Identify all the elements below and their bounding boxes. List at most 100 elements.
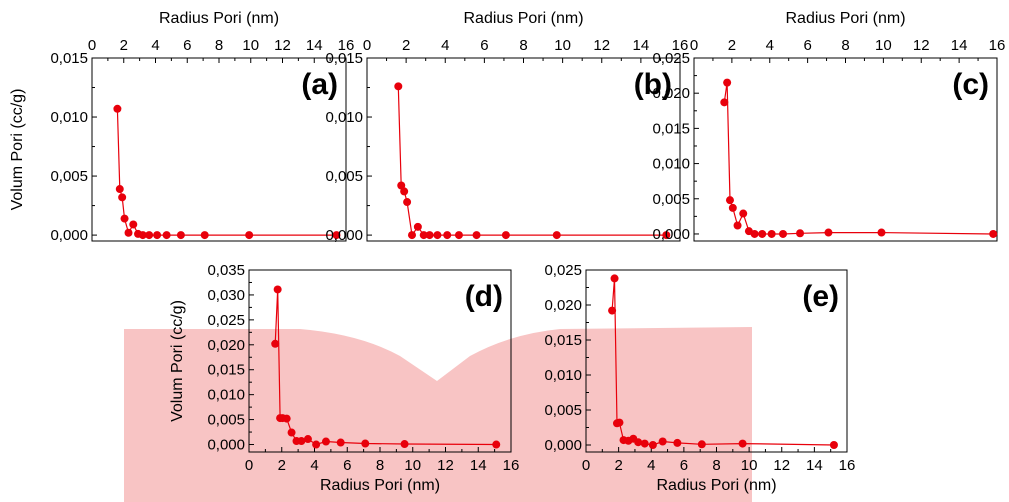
- data-point: [615, 418, 624, 427]
- x-tick-label: 12: [274, 37, 291, 54]
- data-point: [124, 228, 133, 237]
- data-point: [433, 231, 442, 240]
- y-tick-label: 0,010: [325, 109, 363, 126]
- y-tick-label: 0,020: [207, 337, 245, 354]
- y-tick-label: 0,005: [50, 168, 88, 185]
- x-tick-label: 4: [310, 457, 318, 474]
- series-line: [116, 108, 337, 236]
- data-point: [282, 414, 291, 423]
- data-point: [336, 438, 345, 447]
- x-tick-label: 16: [672, 37, 689, 54]
- data-point: [648, 441, 657, 449]
- x-tick-label: 6: [680, 457, 688, 474]
- x-tick-label: 2: [278, 457, 286, 474]
- x-tick-label: 0: [245, 457, 253, 474]
- data-point: [767, 229, 776, 238]
- data-point: [552, 231, 561, 240]
- data-point: [877, 228, 886, 237]
- data-point: [739, 209, 748, 218]
- data-point: [758, 229, 767, 238]
- x-axis-title: Radius Pori (nm): [463, 10, 583, 27]
- data-point: [118, 193, 127, 202]
- data-point: [723, 78, 732, 87]
- data-point: [720, 98, 729, 107]
- data-point: [472, 231, 481, 240]
- data-point: [162, 231, 171, 240]
- data-point: [245, 231, 254, 240]
- x-tick-label: 12: [593, 37, 610, 54]
- y-axis-title: Volum Pori (cc/g): [9, 89, 26, 211]
- data-point: [989, 229, 998, 238]
- x-tick-label: 10: [554, 37, 571, 54]
- y-tick-label: 0,005: [544, 402, 582, 419]
- x-tick-label: 16: [338, 37, 355, 54]
- data-point: [658, 437, 667, 446]
- data-point: [321, 437, 330, 446]
- y-tick-label: 0,010: [652, 156, 690, 173]
- data-point: [287, 428, 296, 437]
- data-point: [501, 231, 510, 240]
- panel-label: (a): [301, 68, 338, 101]
- y-tick-label: 0,015: [207, 362, 245, 379]
- data-point: [454, 231, 463, 240]
- data-point: [332, 231, 341, 240]
- data-point: [120, 214, 129, 223]
- data-point: [662, 231, 671, 240]
- data-point: [419, 231, 428, 240]
- x-tick-label: 2: [120, 37, 128, 54]
- data-point: [273, 285, 282, 294]
- data-point: [176, 231, 185, 240]
- x-tick-label: 6: [183, 37, 191, 54]
- y-tick-label: 0,005: [325, 168, 363, 185]
- x-tick-label: 0: [582, 457, 590, 474]
- x-tick-label: 14: [806, 457, 823, 474]
- x-axis-title: Radius Pori (nm): [785, 10, 905, 27]
- x-tick-label: 16: [839, 457, 856, 474]
- x-axis-title: Radius Pori (nm): [656, 477, 776, 494]
- data-point: [153, 231, 162, 240]
- data-point: [361, 439, 370, 448]
- chart-panel-e: 0 2 4 6 8 10 12 14 16 0,000 0,005 0,010 0,015 0,020 0,…: [544, 262, 855, 494]
- chart-panel-b: 0 2 4 6 8 10 12 14 16 0,000 0,005 0,010 0,015 Radius …: [325, 10, 688, 244]
- x-tick-label: 10: [741, 457, 758, 474]
- x-tick-label: 10: [404, 457, 421, 474]
- data-point: [725, 196, 734, 205]
- series-line: [397, 86, 667, 237]
- panel-label: (c): [952, 68, 989, 101]
- x-tick-label: 14: [306, 37, 323, 54]
- y-tick-label: 0,015: [325, 50, 363, 67]
- x-tick-label: 8: [712, 457, 720, 474]
- x-tick-label: 8: [376, 457, 384, 474]
- y-tick-label: 0,025: [652, 50, 690, 67]
- y-tick-label: 0,035: [207, 262, 245, 279]
- data-point: [394, 82, 403, 91]
- y-tick-label: 0,020: [544, 297, 582, 314]
- y-tick-label: 0,015: [652, 120, 690, 137]
- data-point: [779, 229, 788, 238]
- x-tick-label: 6: [803, 37, 811, 54]
- x-tick-label: 12: [773, 457, 790, 474]
- data-point: [129, 220, 138, 229]
- y-tick-label: 0,015: [544, 332, 582, 349]
- x-axis-title: Radius Pori (nm): [159, 10, 279, 27]
- x-tick-label: 0: [363, 37, 371, 54]
- y-axis-title: Volum Pori (cc/g): [169, 300, 186, 422]
- y-tick-label: 0,005: [652, 191, 690, 208]
- chart-panel-a: 0 2 4 6 8 10 12 14 16 0,000 0,005 0,010 0,015 Radius …: [9, 10, 354, 244]
- data-point: [796, 229, 805, 238]
- data-point: [640, 439, 649, 448]
- x-tick-label: 14: [951, 37, 968, 54]
- x-tick-label: 12: [437, 457, 454, 474]
- x-tick-label: 14: [633, 37, 650, 54]
- data-point: [138, 231, 147, 240]
- y-tick-label: 0,000: [50, 227, 88, 244]
- data-point: [200, 231, 209, 240]
- x-tick-label: 16: [503, 457, 520, 474]
- x-tick-label: 0: [88, 37, 96, 54]
- y-tick-label: 0,010: [50, 109, 88, 126]
- data-point: [407, 231, 416, 240]
- x-tick-label: 4: [151, 37, 159, 54]
- data-point: [400, 440, 409, 449]
- data-point: [443, 231, 452, 240]
- data-point: [829, 441, 838, 449]
